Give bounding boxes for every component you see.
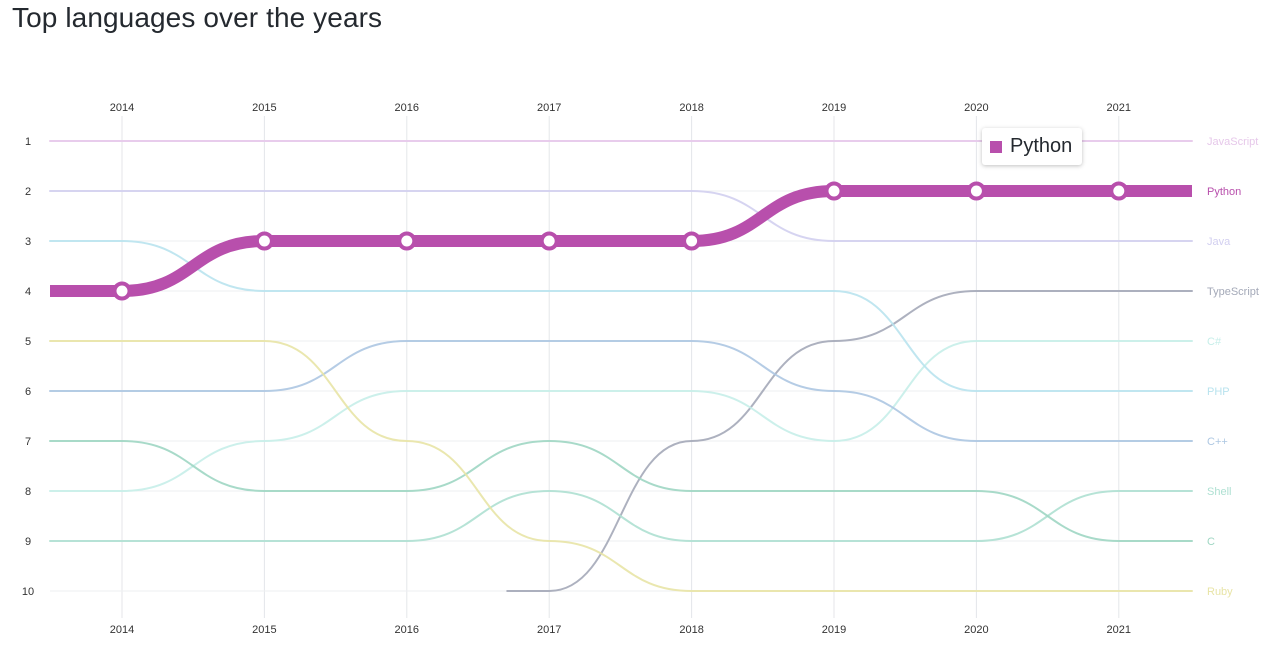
language-label-python[interactable]: Python [1207,186,1241,198]
language-label-javascript[interactable]: JavaScript [1207,136,1258,148]
point-python-2016[interactable] [397,231,417,251]
x-tick-bottom-2019: 2019 [822,624,846,636]
language-label-shell[interactable]: Shell [1207,486,1231,498]
y-tick-4: 4 [25,286,31,298]
y-tick-2: 2 [25,186,31,198]
language-label-ruby[interactable]: Ruby [1207,586,1233,598]
series-lines [49,139,1193,592]
language-label-php[interactable]: PHP [1207,386,1230,398]
tooltip: Python [982,128,1083,165]
point-python-2014[interactable] [112,281,132,301]
point-python-2019[interactable] [824,181,844,201]
tooltip-swatch [990,140,1002,153]
x-tick-bottom-2016: 2016 [395,624,419,636]
series-line-c[interactable] [49,439,1193,543]
series-line-c[interactable] [49,339,1193,443]
y-tick-6: 6 [25,386,31,398]
x-tick-top-2018: 2018 [679,102,703,114]
y-tick-7: 7 [25,436,31,448]
series-line-typescript[interactable] [506,289,1193,592]
y-tick-1: 1 [25,136,31,148]
language-label-java[interactable]: Java [1207,236,1231,248]
x-tick-bottom-2014: 2014 [110,624,134,636]
x-tick-top-2021: 2021 [1107,102,1131,114]
point-python-2020[interactable] [966,181,986,201]
x-tick-bottom-2021: 2021 [1107,624,1131,636]
x-tick-top-2015: 2015 [252,102,276,114]
language-label-c[interactable]: C# [1207,336,1222,348]
series-line-java[interactable] [49,189,1193,242]
series-line-c[interactable] [49,339,1193,493]
x-tick-top-2019: 2019 [822,102,846,114]
x-tick-bottom-2018: 2018 [679,624,703,636]
series-line-python[interactable] [49,184,1192,298]
x-tick-top-2016: 2016 [395,102,419,114]
highlight-points [112,181,1129,301]
y-tick-3: 3 [25,236,31,248]
y-tick-5: 5 [25,336,31,348]
x-tick-bottom-2017: 2017 [537,624,561,636]
x-tick-bottom-2020: 2020 [964,624,988,636]
series-line-ruby[interactable] [49,339,1193,592]
point-python-2021[interactable] [1109,181,1129,201]
x-tick-bottom-2015: 2015 [252,624,276,636]
language-label-c[interactable]: C [1207,536,1215,548]
y-gridlines [50,140,1192,592]
x-tick-top-2014: 2014 [110,102,134,114]
y-tick-8: 8 [25,486,31,498]
point-python-2017[interactable] [539,231,559,251]
language-label-c[interactable]: C++ [1207,436,1228,448]
x-axis-top: 2014 2015 2016 2017 2018 2019 2020 2021 [110,102,1131,114]
language-labels: JavaScript Java TypeScript C# PHP C++ Shell C Ru… [1207,136,1259,598]
x-axis-bottom: 2014 2015 2016 2017 2018 2019 2020 2021 [110,624,1131,636]
tooltip-label: Python [1010,135,1073,157]
y-axis: 1 2 3 4 5 6 7 8 9 10 [22,136,34,598]
point-python-2015[interactable] [254,231,274,251]
x-tick-top-2017: 2017 [537,102,561,114]
y-tick-9: 9 [25,536,31,548]
language-label-typescript[interactable]: TypeScript [1207,286,1259,298]
y-tick-10: 10 [22,586,34,598]
page-title: Top languages over the years [12,2,383,33]
series-line-shell[interactable] [49,489,1193,543]
series-line-php[interactable] [49,239,1193,393]
x-tick-top-2020: 2020 [964,102,988,114]
point-python-2018[interactable] [682,231,702,251]
